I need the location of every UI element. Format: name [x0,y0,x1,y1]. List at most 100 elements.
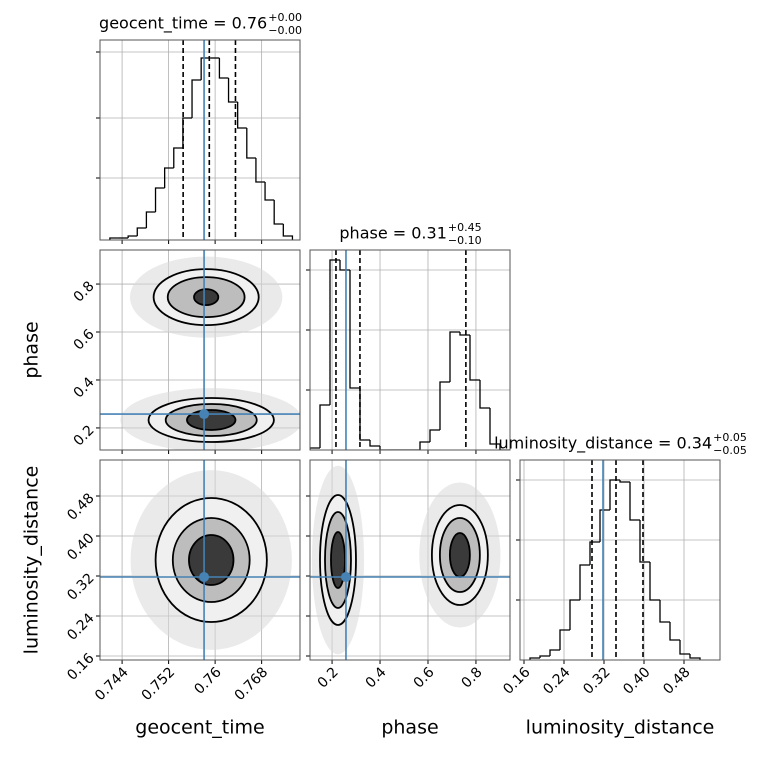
hist-bar [489,408,500,445]
hist-bar [339,260,350,271]
x-tick-label: 0.48 [660,664,693,697]
hist-bar [649,562,660,601]
x-tick-label: 0.32 [580,664,613,697]
hist-bar [669,622,680,641]
y-tick-label: 0.24 [64,610,97,643]
panel-frame [519,459,721,661]
panel [100,460,300,660]
panel [100,250,300,450]
hist-bar [679,640,690,655]
hist-bar [164,167,174,188]
x-axis-label: phase [381,717,438,739]
title-plus: +0.05 [713,431,747,444]
x-tick-label: 0.40 [620,664,653,697]
x-tick-label: 0.768 [232,664,272,704]
hist-bar [439,381,450,430]
panel-title: phase = 0.31 [339,224,446,243]
hist-bar [191,79,202,118]
x-tick-label: 0.76 [191,664,224,697]
x-tick-label: 0.24 [540,664,573,697]
contour [186,409,237,431]
y-tick-label: 0.40 [64,530,97,563]
hist-bar [369,440,380,447]
x-tick-label: 0.2 [315,664,342,691]
title-minus: −0.00 [268,24,302,37]
y-axis-label: phase [21,321,43,378]
truth-point [199,572,210,582]
hist-bar [173,147,183,168]
hist-bar [479,380,490,409]
x-axis-label: luminosity_distance [526,717,715,739]
hist-bar [109,237,120,240]
hist-bar [227,78,238,103]
hist-bar [589,541,600,565]
y-tick-label: 0.16 [64,650,97,683]
panel-frame [99,249,301,451]
hist-bar [529,657,540,660]
hist-bar [459,332,470,336]
hist-bar [237,102,247,129]
hist-bar [264,182,275,201]
panel-frame [309,459,511,661]
contour [448,532,471,578]
hist-bar [559,629,570,650]
x-tick-label: 0.16 [500,664,533,697]
hist-bar [499,444,510,450]
y-axis-label: luminosity_distance [21,466,43,655]
x-tick-label: 0.752 [139,664,179,704]
y-tick-label: 0.2 [71,422,98,449]
panel [310,250,510,450]
panel-title: luminosity_distance = 0.34 [494,434,712,454]
truth-point [199,409,210,420]
x-axis-label: geocent_time [135,717,264,739]
hist-bar [200,57,211,80]
y-tick-label: 0.6 [71,326,98,353]
y-tick-label: 0.32 [64,570,97,603]
y-tick-label: 0.4 [71,374,98,401]
panel-frame [99,459,301,661]
hist-bar [609,479,620,510]
contour [188,534,235,586]
hist-bar [329,259,340,405]
hist-bar [255,158,266,183]
panel [100,40,300,240]
hist-bar [569,599,580,630]
truth-point [340,572,351,582]
title-plus: +0.45 [448,221,482,234]
hist-bar [359,388,370,441]
hist-bar [379,446,390,450]
hist-bar [579,564,590,600]
hist-bar [689,654,701,660]
hist-bar [599,509,610,542]
hist-bar [349,270,360,389]
panel-frame [309,249,511,451]
y-tick-label: 0.48 [64,490,97,523]
hist-bar [127,235,138,238]
title-minus: −0.10 [448,234,482,247]
title-minus: −0.05 [713,444,747,457]
contour [330,531,346,589]
hist-bar [273,200,284,225]
hist-bar [246,128,256,159]
hist-bar [154,187,165,212]
x-tick-label: 0.744 [92,664,132,704]
hist-bar [539,655,550,658]
hist-bar [629,482,640,521]
panel [310,460,510,660]
contour [193,288,220,307]
y-tick-label: 0.8 [71,278,98,305]
panel [520,460,720,660]
panel-title: geocent_time = 0.76 [99,14,267,34]
hist-bar [218,58,229,79]
panel-frame [99,39,301,241]
hist-bar [549,649,560,656]
hist-bar [145,211,156,228]
x-tick-label: 0.8 [459,664,486,691]
hist-bar [182,117,193,148]
hist-bar [639,520,650,563]
hist-bar [469,335,480,381]
x-tick-label: 0.4 [363,664,390,691]
hist-bar [136,227,147,236]
hist-bar [319,404,330,448]
